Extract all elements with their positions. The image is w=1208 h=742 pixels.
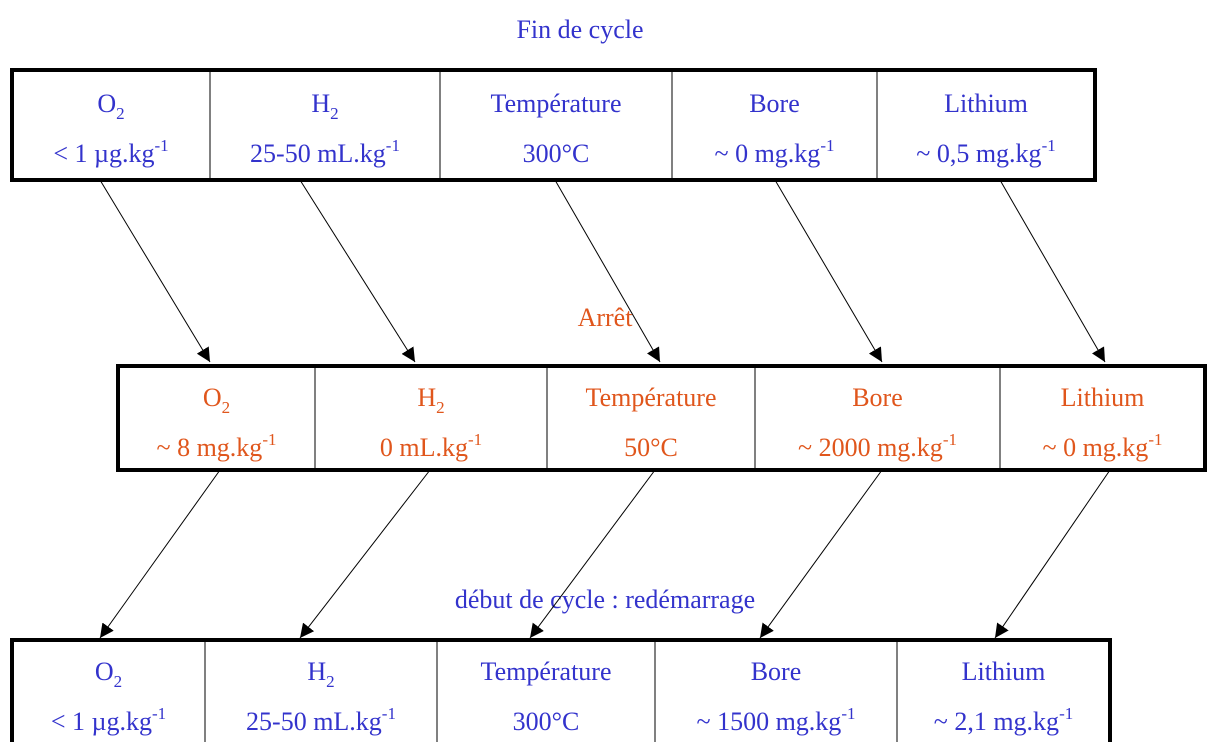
label-text: Température <box>586 383 717 412</box>
value-superscript: -1 <box>152 704 166 723</box>
label-subscript: 2 <box>114 672 123 691</box>
value-text: 25-50 mL.kg <box>246 707 382 736</box>
arrow <box>999 179 1106 363</box>
value-text: ~ 0 mg.kg <box>715 139 821 168</box>
value-superscript: -1 <box>820 136 834 155</box>
stage-box <box>116 364 1207 472</box>
value-text: 0 mL.kg <box>380 433 468 462</box>
label-text: H <box>417 383 436 412</box>
arrow <box>99 469 221 639</box>
arrow <box>529 469 656 639</box>
cell-label: H2 <box>417 383 444 417</box>
cell-value: 25-50 mL.kg-1 <box>246 704 396 736</box>
cell-value: 50°C <box>624 433 678 462</box>
value-superscript: -1 <box>154 136 168 155</box>
label-subscript: 2 <box>330 104 339 123</box>
cell-label: Lithium <box>962 657 1046 686</box>
label-subscript: 2 <box>436 398 445 417</box>
cell-label: Température <box>491 89 622 118</box>
label-text: Bore <box>751 657 802 686</box>
cell-value: 0 mL.kg-1 <box>380 430 482 462</box>
cell-label: Bore <box>751 657 802 686</box>
cell-label: Lithium <box>944 89 1028 118</box>
value-superscript: -1 <box>841 704 855 723</box>
value-text: < 1 µg.kg <box>53 139 154 168</box>
cell-label: O2 <box>203 383 230 417</box>
label-subscript: 2 <box>222 398 231 417</box>
label-text: O <box>203 383 222 412</box>
cell-label: Température <box>586 383 717 412</box>
value-superscript: -1 <box>943 430 957 449</box>
value-text: ~ 0 mg.kg <box>1043 433 1149 462</box>
label-text: Lithium <box>944 89 1028 118</box>
cell-label: Température <box>481 657 612 686</box>
cell-value: ~ 2,1 mg.kg-1 <box>934 704 1073 736</box>
value-text: 300°C <box>513 707 580 736</box>
label-text: Lithium <box>962 657 1046 686</box>
label-text: O <box>95 657 114 686</box>
value-superscript: -1 <box>1059 704 1073 723</box>
arrow <box>299 469 431 639</box>
cell-value: ~ 2000 mg.kg-1 <box>798 430 957 462</box>
cell-value: < 1 µg.kg-1 <box>51 704 166 736</box>
value-text: < 1 µg.kg <box>51 707 152 736</box>
value-superscript: -1 <box>386 136 400 155</box>
label-subscript: 2 <box>326 672 335 691</box>
cell-label: O2 <box>97 89 124 123</box>
label-subscript: 2 <box>116 104 125 123</box>
cell-label: H2 <box>307 657 334 691</box>
cell-label: Bore <box>749 89 800 118</box>
cell-value: < 1 µg.kg-1 <box>53 136 168 168</box>
stage-box <box>10 68 1097 182</box>
label-text: O <box>97 89 116 118</box>
value-text: ~ 8 mg.kg <box>157 433 263 462</box>
stage-title: Arrêt <box>578 303 634 332</box>
arrow <box>99 179 211 363</box>
cell-value: 25-50 mL.kg-1 <box>250 136 400 168</box>
arrow <box>299 179 416 363</box>
label-text: Bore <box>852 383 903 412</box>
value-text: 50°C <box>624 433 678 462</box>
value-superscript: -1 <box>1042 136 1056 155</box>
value-text: ~ 2000 mg.kg <box>798 433 943 462</box>
stage-title: Fin de cycle <box>516 15 643 44</box>
arrow <box>554 179 661 363</box>
value-superscript: -1 <box>1148 430 1162 449</box>
cell-label: Lithium <box>1061 383 1145 412</box>
cell-label: Bore <box>852 383 903 412</box>
label-text: H <box>311 89 330 118</box>
stage-title: début de cycle : redémarrage <box>455 585 755 614</box>
value-superscript: -1 <box>468 430 482 449</box>
value-text: ~ 2,1 mg.kg <box>934 707 1059 736</box>
cell-value: ~ 0 mg.kg-1 <box>1043 430 1163 462</box>
value-text: 300°C <box>523 139 590 168</box>
cell-label: H2 <box>311 89 338 123</box>
label-text: Température <box>481 657 612 686</box>
value-text: ~ 0,5 mg.kg <box>916 139 1041 168</box>
label-text: Lithium <box>1061 383 1145 412</box>
cell-value: ~ 1500 mg.kg-1 <box>697 704 856 736</box>
arrow <box>994 469 1111 639</box>
arrow <box>759 469 883 639</box>
cell-value: 300°C <box>523 139 590 168</box>
label-text: Bore <box>749 89 800 118</box>
cell-label: O2 <box>95 657 122 691</box>
value-superscript: -1 <box>382 704 396 723</box>
label-text: Température <box>491 89 622 118</box>
cell-value: ~ 0,5 mg.kg-1 <box>916 136 1055 168</box>
cell-value: 300°C <box>513 707 580 736</box>
value-text: ~ 1500 mg.kg <box>697 707 842 736</box>
label-text: H <box>307 657 326 686</box>
stage-box <box>10 638 1112 742</box>
value-text: 25-50 mL.kg <box>250 139 386 168</box>
cell-value: ~ 0 mg.kg-1 <box>715 136 835 168</box>
value-superscript: -1 <box>262 430 276 449</box>
arrow <box>774 179 883 363</box>
cell-value: ~ 8 mg.kg-1 <box>157 430 277 462</box>
